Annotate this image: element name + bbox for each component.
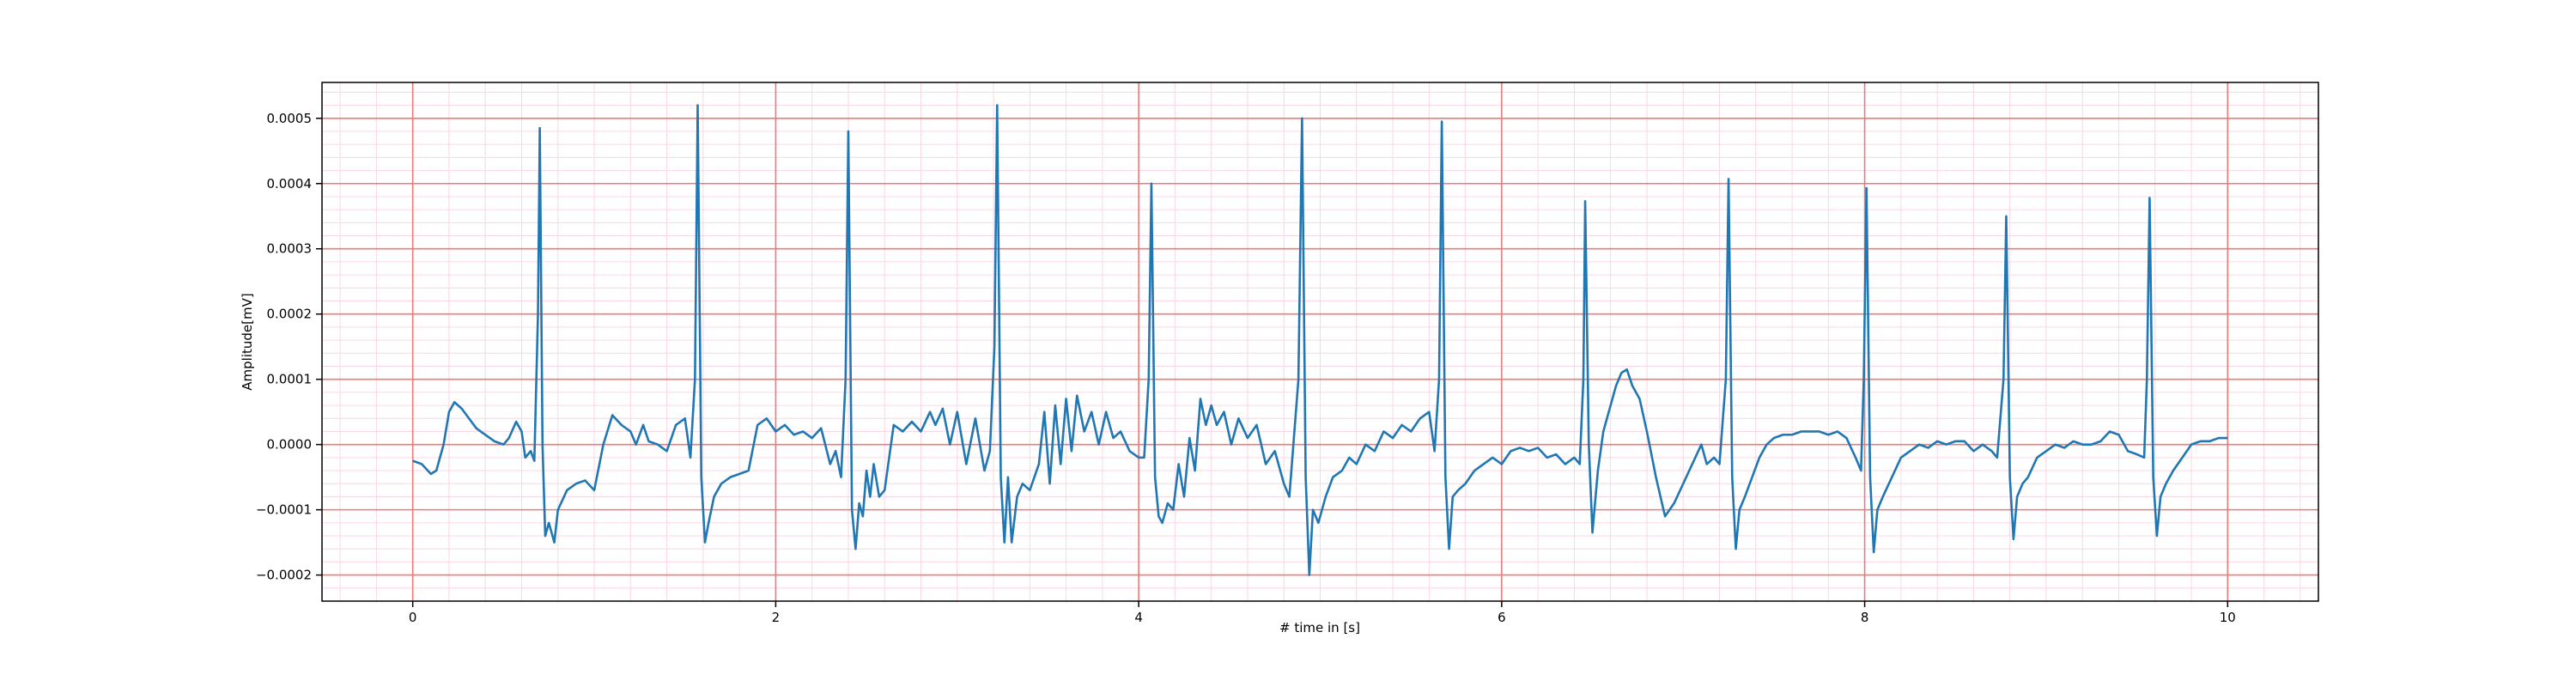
x-tick-label: 8	[1861, 610, 1869, 625]
x-tick-label: 4	[1134, 610, 1143, 625]
x-tick-label: 2	[772, 610, 781, 625]
y-tick-label: 0.0005	[267, 111, 313, 126]
y-axis-label: Amplitude[mV]	[240, 293, 255, 390]
ecg-line	[412, 104, 2228, 576]
y-tick-label: 0.0004	[267, 176, 313, 192]
x-axis-label: # time in [s]	[1279, 620, 1360, 635]
x-tick-label: 0	[409, 610, 417, 625]
axes-frame	[321, 82, 2319, 602]
x-tick-label: 10	[2220, 610, 2236, 625]
y-tick-label: 0.0002	[267, 307, 313, 322]
y-tick-label: 0.0001	[267, 372, 313, 387]
y-tick-label: −0.0002	[256, 568, 312, 583]
y-tick-label: 0.0003	[267, 241, 313, 257]
y-tick-label: −0.0001	[256, 502, 312, 518]
x-tick-label: 6	[1498, 610, 1506, 625]
y-tick-label: 0.0000	[267, 437, 313, 453]
